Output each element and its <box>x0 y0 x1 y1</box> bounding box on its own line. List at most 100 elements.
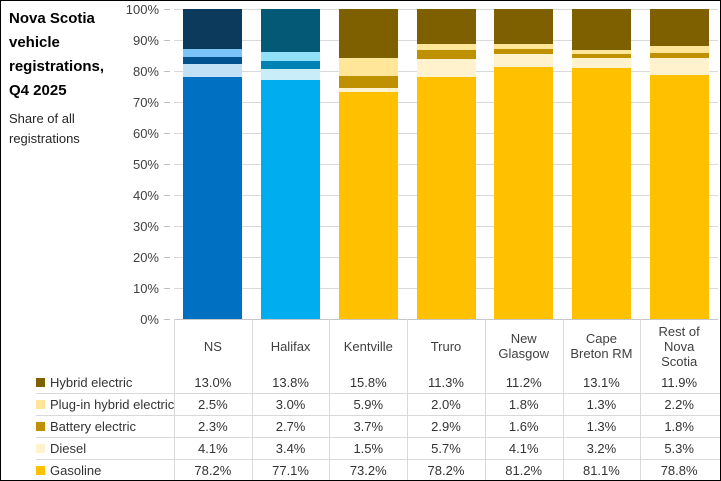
legend-swatch-icon <box>36 443 45 453</box>
x-category-label: Rest of Nova Scotia <box>658 323 700 369</box>
table-value-cell: 3.4% <box>275 440 306 456</box>
bar-kentville <box>338 9 398 319</box>
table-value-cell: 2.3% <box>198 418 228 434</box>
legend-label: Battery electric <box>50 418 136 434</box>
legend-item: Battery electric <box>36 415 136 437</box>
table-value-cell: 3.0% <box>275 396 306 412</box>
y-tick-label: 80% <box>132 64 159 79</box>
bar-segment-battery-electric <box>649 52 709 59</box>
table-value-cell: 78.2% <box>427 462 465 478</box>
y-tick-label: 60% <box>132 126 159 141</box>
table-column-separator <box>484 319 486 480</box>
bar-segment-plug-in-hybrid-electric <box>338 57 398 77</box>
table-value-cell: 3.7% <box>353 418 384 434</box>
table-value-cell: 5.3% <box>664 440 694 456</box>
table-value-cell: 2.5% <box>198 396 228 412</box>
y-tick-mark <box>164 257 170 258</box>
bar-segment-diesel <box>494 54 554 67</box>
y-tick-label: 0% <box>140 312 159 327</box>
table-value-cell: 1.6% <box>508 418 539 434</box>
y-tick-mark <box>164 164 170 165</box>
bar-segment-battery-electric <box>338 76 398 88</box>
table-value-cell: 5.7% <box>431 440 461 456</box>
y-tick-mark <box>164 288 170 289</box>
y-tick-label: 50% <box>132 157 159 172</box>
bar-cape-breton-rm <box>571 9 631 319</box>
table-value-cell: 2.2% <box>664 396 694 412</box>
legend-item: Hybrid electric <box>36 371 132 393</box>
bar-segment-gasoline <box>649 74 709 319</box>
bar-halifax <box>261 9 321 319</box>
bar-segment-plug-in-hybrid-electric <box>571 49 631 54</box>
y-tick-label: 70% <box>132 95 159 110</box>
table-value-cell: 13.1% <box>582 374 620 390</box>
table-value-cell: 1.8% <box>664 418 694 434</box>
table-value-cell: 1.8% <box>508 396 539 412</box>
y-tick-label: 100% <box>125 2 159 17</box>
y-tick-mark <box>164 71 170 72</box>
bar-segment-battery-electric <box>571 53 631 58</box>
bar-segment-battery-electric <box>416 50 476 60</box>
table-row-separator <box>36 415 720 416</box>
bar-ns <box>183 9 243 320</box>
x-category-label: Cape Breton RM <box>570 331 633 361</box>
chart-subtitle: Share of all registrations <box>9 111 80 146</box>
table-value-cell: 1.3% <box>586 418 617 434</box>
y-tick-label: 90% <box>132 33 159 48</box>
legend-label: Diesel <box>50 440 87 456</box>
table-value-cell: 81.1% <box>582 462 620 478</box>
bar-segment-hybrid-electric <box>649 9 709 46</box>
table-value-cell: 3.2% <box>586 440 617 456</box>
table-column-separator <box>640 319 642 480</box>
x-category-label: Truro <box>430 338 462 354</box>
bar-segment-battery-electric <box>183 57 243 65</box>
table-value-cell: 81.2% <box>505 462 543 478</box>
bar-segment-diesel <box>649 58 709 75</box>
table-row-separator <box>36 459 720 460</box>
table-value-cell: 73.2% <box>349 462 387 478</box>
y-tick-mark <box>164 40 170 41</box>
x-category-label: New Glasgow <box>498 331 549 361</box>
bar-segment-diesel <box>261 69 321 80</box>
title-block: Nova Scotia vehicle registrations, Q4 20… <box>9 7 117 149</box>
bar-segment-diesel <box>416 59 476 77</box>
y-tick-mark <box>164 195 170 196</box>
x-category-label: Halifax <box>270 338 311 354</box>
bar-segment-hybrid-electric <box>261 9 321 52</box>
y-tick-label: 20% <box>132 250 159 265</box>
bar-segment-hybrid-electric <box>494 9 554 44</box>
legend-swatch-icon <box>36 377 45 387</box>
bar-segment-plug-in-hybrid-electric <box>416 43 476 51</box>
bar-segment-gasoline <box>261 79 321 319</box>
bar-segment-plug-in-hybrid-electric <box>261 51 321 62</box>
table-row-separator <box>36 437 720 438</box>
x-axis-line <box>174 319 718 320</box>
x-category-label: NS <box>203 338 222 354</box>
legend-item: Gasoline <box>36 459 101 480</box>
bar-segment-plug-in-hybrid-electric <box>649 45 709 53</box>
table-value-cell: 11.2% <box>505 374 542 390</box>
bar-segment-gasoline <box>416 76 476 319</box>
bar-segment-battery-electric <box>261 61 321 70</box>
table-column-separator <box>562 319 564 480</box>
bar-segment-plug-in-hybrid-electric <box>494 43 554 50</box>
y-tick-mark <box>164 102 170 103</box>
bar-segment-plug-in-hybrid-electric <box>183 49 243 58</box>
table-value-cell: 13.0% <box>194 374 232 390</box>
table-value-cell: 4.1% <box>198 440 228 456</box>
table-value-cell: 15.8% <box>349 374 387 390</box>
bar-truro <box>416 9 476 319</box>
legend-swatch-icon <box>36 465 45 475</box>
table-column-separator <box>251 319 253 480</box>
bar-segment-gasoline <box>494 66 554 319</box>
bar-new-glasgow <box>494 9 554 319</box>
legend-item: Diesel <box>36 437 86 459</box>
table-value-cell: 1.3% <box>586 396 617 412</box>
chart-title: Nova Scotia vehicle registrations, Q4 20… <box>9 10 105 99</box>
legend-swatch-icon <box>36 421 45 431</box>
y-tick-mark <box>164 9 170 10</box>
table-value-cell: 5.9% <box>353 396 384 412</box>
bar-segment-gasoline <box>571 67 631 319</box>
plot-area <box>174 9 718 320</box>
y-tick-mark <box>164 226 170 227</box>
